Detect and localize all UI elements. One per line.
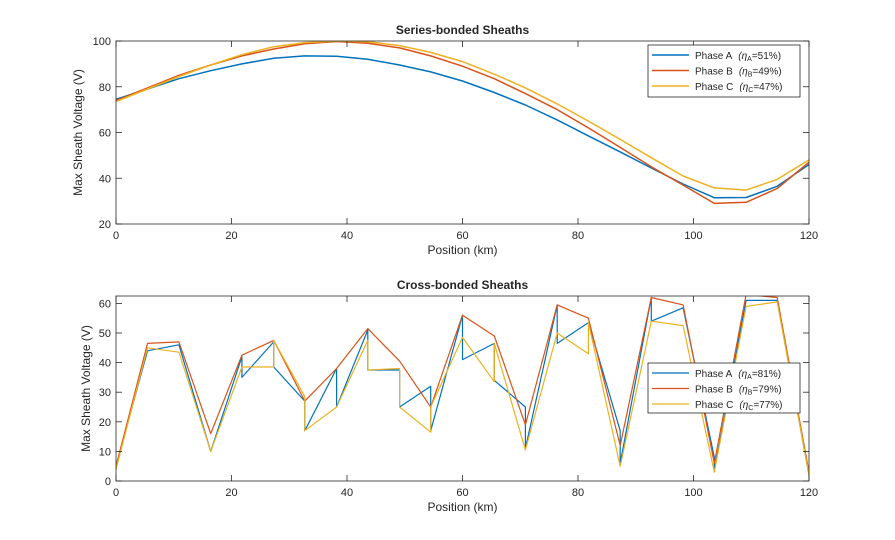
y-tick-label: 80	[99, 82, 111, 94]
series-line-phase-a	[116, 55, 809, 199]
x-tick-label: 100	[684, 487, 702, 499]
legend-eta-symbol: (η	[738, 51, 747, 62]
x-tick-label: 0	[113, 230, 119, 242]
legend: Phase A (ηA=81%)Phase B (ηB=79%)Phase C (ηC…	[647, 362, 801, 414]
x-tick-label: 120	[800, 487, 818, 499]
legend-label: Phase C (ηC=47%)	[695, 82, 783, 94]
legend-eta-symbol: (η	[739, 82, 748, 93]
legend-eta-value: =47%	[753, 82, 779, 93]
x-tick-label: 100	[684, 230, 702, 242]
series-line-phase-b	[116, 41, 809, 205]
legend-eta-value: =79%	[752, 385, 778, 396]
series-line-phase-b	[116, 296, 809, 473]
y-axis-label: Max Sheath Voltage (V)	[71, 69, 85, 196]
legend-item-phase-c: Phase C (ηC=47%)	[652, 82, 783, 94]
legend-eta-subscript: A	[747, 374, 752, 381]
legend-label: Phase B (ηB=79%)	[695, 385, 782, 397]
x-tick-label: 60	[456, 230, 468, 242]
legend-label: Phase A (ηA=51%)	[695, 51, 781, 63]
legend-eta-subscript: B	[748, 390, 753, 397]
x-axis-label: Position (km)	[427, 500, 497, 514]
y-tick-label: 60	[99, 128, 111, 140]
legend-close-paren: )	[779, 400, 782, 411]
x-tick-label: 40	[341, 487, 353, 499]
legend-phase-name: Phase C	[695, 400, 733, 411]
legend-eta-symbol: (η	[739, 400, 748, 411]
y-tick-label: 0	[105, 476, 111, 488]
x-tick-label: 0	[113, 487, 119, 499]
legend-eta-value: =49%	[752, 67, 778, 78]
chart-title: Series-bonded Sheaths	[396, 23, 530, 37]
y-axis-label: Max Sheath Voltage (V)	[79, 325, 93, 452]
legend-item-phase-a: Phase A (ηA=81%)	[652, 369, 781, 381]
legend: Phase A (ηA=51%)Phase B (ηB=49%)Phase C (ηC…	[647, 44, 801, 98]
x-tick-label: 40	[341, 230, 353, 242]
y-tick-label: 60	[99, 298, 111, 310]
legend-label: Phase C (ηC=77%)	[695, 400, 783, 412]
x-tick-label: 20	[225, 230, 237, 242]
legend-phase-name: Phase B	[695, 385, 733, 396]
legend-eta-symbol: (η	[739, 385, 748, 396]
legend-item-phase-a: Phase A (ηA=51%)	[652, 51, 781, 63]
x-tick-label: 20	[225, 487, 237, 499]
y-tick-label: 40	[99, 358, 111, 370]
y-tick-label: 30	[99, 387, 111, 399]
legend-label: Phase A (ηA=81%)	[695, 369, 781, 381]
chart-title: Cross-bonded Sheaths	[397, 278, 529, 292]
legend-label: Phase B (ηB=49%)	[695, 67, 782, 79]
series-line-phase-c	[116, 41, 809, 191]
legend-close-paren: )	[779, 82, 782, 93]
legend-eta-subscript: A	[747, 56, 752, 63]
y-tick-label: 20	[99, 417, 111, 429]
x-axis-label: Position (km)	[427, 243, 497, 257]
legend-eta-subscript: B	[748, 72, 753, 79]
legend-item-phase-b: Phase B (ηB=49%)	[652, 67, 782, 79]
legend-item-phase-b: Phase B (ηB=79%)	[652, 385, 782, 397]
x-tick-label: 120	[800, 230, 818, 242]
legend-eta-value: =81%	[752, 369, 778, 380]
legend-phase-name: Phase A	[695, 369, 733, 380]
legend-item-phase-c: Phase C (ηC=77%)	[652, 400, 783, 412]
legend-eta-subscript: C	[748, 405, 753, 412]
x-tick-label: 80	[572, 230, 584, 242]
y-tick-label: 50	[99, 328, 111, 340]
y-tick-label: 20	[99, 219, 111, 231]
legend-eta-subscript: C	[748, 87, 753, 94]
x-tick-label: 80	[572, 487, 584, 499]
series-line-phase-c	[116, 301, 809, 476]
legend-close-paren: )	[778, 67, 781, 78]
legend-close-paren: )	[778, 51, 781, 62]
y-tick-label: 10	[99, 446, 111, 458]
legend-eta-value: =51%	[752, 51, 778, 62]
legend-phase-name: Phase C	[695, 82, 733, 93]
legend-eta-symbol: (η	[738, 369, 747, 380]
chart-cross-bonded: 0 20 40 60 80 100 120 0 10 20 30 40 50 60 Cross-bonded…	[79, 278, 818, 514]
legend-eta-value: =77%	[753, 400, 779, 411]
legend-close-paren: )	[778, 369, 781, 380]
x-tick-label: 60	[456, 487, 468, 499]
legend-eta-symbol: (η	[739, 67, 748, 78]
y-tick-label: 40	[99, 173, 111, 185]
y-tick-label: 100	[93, 36, 111, 48]
legend-phase-name: Phase A	[695, 51, 733, 62]
legend-phase-name: Phase B	[695, 67, 733, 78]
chart-series-bonded: 0 20 40 60 80 100 12020406080100Series-bonded …	[71, 23, 818, 257]
legend-close-paren: )	[778, 385, 781, 396]
